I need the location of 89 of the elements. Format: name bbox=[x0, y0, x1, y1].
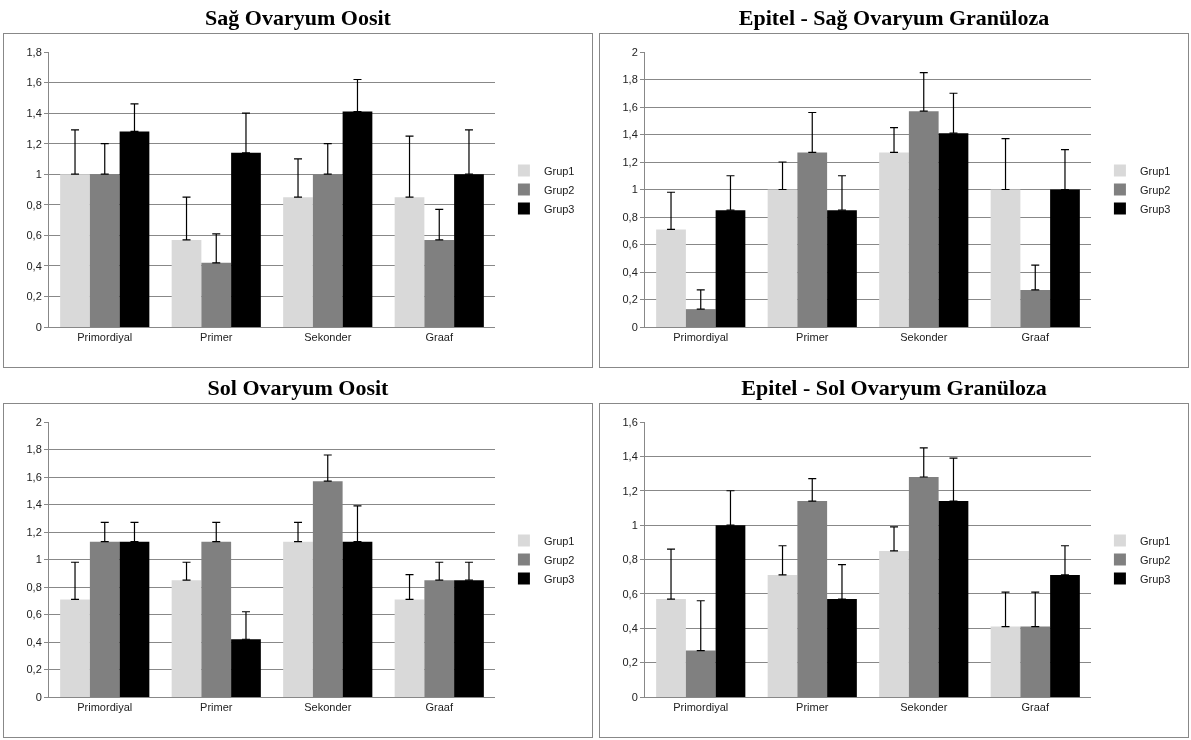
y-tick-label: 1,2 bbox=[622, 484, 638, 497]
y-tick-label: 0,4 bbox=[622, 622, 638, 635]
y-tick-label: 1,4 bbox=[622, 128, 638, 141]
y-tick-label: 1 bbox=[35, 553, 42, 566]
y-tick-label: 1,2 bbox=[26, 137, 42, 150]
x-tick-label: Sekonder bbox=[304, 331, 352, 344]
bar bbox=[767, 189, 798, 327]
y-tick-label: 1,2 bbox=[26, 525, 42, 538]
legend-label: Grup2 bbox=[543, 183, 575, 196]
y-tick-label: 1,6 bbox=[622, 415, 638, 428]
y-tick-label: 0,2 bbox=[622, 293, 638, 306]
y-tick-label: 0,8 bbox=[26, 198, 42, 211]
y-tick-label: 0,6 bbox=[622, 238, 638, 251]
bar bbox=[767, 574, 798, 697]
y-tick-label: 1,8 bbox=[26, 443, 42, 456]
x-tick-label: Sekonder bbox=[900, 331, 948, 344]
legend-label: Grup1 bbox=[1139, 534, 1171, 547]
x-tick-label: Graaf bbox=[1021, 331, 1050, 344]
bar bbox=[171, 580, 202, 697]
y-tick-label: 1 bbox=[35, 168, 42, 181]
y-tick-label: 0,8 bbox=[622, 553, 638, 566]
bar bbox=[656, 229, 686, 327]
x-tick-label: Primer bbox=[796, 701, 829, 714]
y-tick-label: 1,4 bbox=[622, 450, 638, 463]
y-tick-label: 2 bbox=[631, 45, 638, 58]
y-tick-label: 0 bbox=[631, 320, 638, 333]
y-tick-label: 0,8 bbox=[622, 210, 638, 223]
bar bbox=[60, 599, 90, 697]
y-tick-label: 0,8 bbox=[26, 580, 42, 593]
legend-label: Grup1 bbox=[543, 534, 575, 547]
x-tick-label: Primer bbox=[200, 331, 233, 344]
y-tick-label: 2 bbox=[35, 415, 42, 428]
bar bbox=[990, 189, 1021, 327]
y-tick-label: 0,4 bbox=[26, 635, 42, 648]
bar bbox=[394, 197, 425, 327]
x-tick-label: Primordiyal bbox=[77, 701, 133, 714]
chart-title: Sol Ovaryum Oosit bbox=[206, 374, 390, 402]
y-tick-label: 0 bbox=[35, 320, 42, 333]
bar bbox=[879, 550, 909, 697]
y-tick-label: 0,4 bbox=[26, 259, 42, 272]
y-tick-label: 1,8 bbox=[26, 45, 42, 58]
y-tick-label: 1 bbox=[631, 518, 638, 531]
y-tick-label: 1,4 bbox=[26, 106, 42, 119]
legend-label: Grup2 bbox=[1139, 553, 1171, 566]
chart-title: Epitel - Sağ Ovaryum Granüloza bbox=[737, 4, 1051, 32]
chart-title: Sağ Ovaryum Oosit bbox=[204, 4, 392, 32]
bar bbox=[171, 239, 202, 327]
legend-label: Grup2 bbox=[1139, 183, 1171, 196]
y-tick-label: 0,6 bbox=[622, 587, 638, 600]
legend-label: Grup1 bbox=[1139, 164, 1171, 177]
x-tick-label: Graaf bbox=[1021, 701, 1050, 714]
x-tick-label: Primordiyal bbox=[77, 331, 133, 344]
legend-label: Grup3 bbox=[1139, 572, 1171, 585]
bar bbox=[60, 174, 90, 327]
legend-label: Grup3 bbox=[543, 572, 575, 585]
y-tick-label: 0 bbox=[35, 690, 42, 703]
y-tick-label: 1,4 bbox=[26, 498, 42, 511]
x-tick-label: Sekonder bbox=[304, 701, 352, 714]
y-tick-label: 0,6 bbox=[26, 608, 42, 621]
y-tick-label: 1,6 bbox=[622, 100, 638, 113]
y-tick-label: 1 bbox=[631, 183, 638, 196]
legend-label: Grup2 bbox=[543, 553, 575, 566]
bar bbox=[283, 197, 313, 327]
y-tick-label: 0,2 bbox=[26, 290, 42, 303]
bar bbox=[879, 152, 909, 327]
y-tick-label: 0,2 bbox=[26, 663, 42, 676]
legend-label: Grup1 bbox=[543, 164, 575, 177]
y-tick-label: 1,6 bbox=[26, 76, 42, 89]
y-tick-label: 1,6 bbox=[26, 470, 42, 483]
bar bbox=[990, 626, 1021, 697]
y-tick-label: 1,2 bbox=[622, 155, 638, 168]
legend-label: Grup3 bbox=[543, 202, 575, 215]
y-tick-label: 0,6 bbox=[26, 229, 42, 242]
bar bbox=[394, 599, 425, 697]
bar bbox=[283, 541, 313, 697]
y-tick-label: 0,2 bbox=[622, 656, 638, 669]
x-tick-label: Primordiyal bbox=[673, 331, 729, 344]
x-tick-label: Primordiyal bbox=[673, 701, 729, 714]
x-tick-label: Graaf bbox=[425, 331, 454, 344]
x-tick-label: Sekonder bbox=[900, 701, 948, 714]
y-tick-label: 0,4 bbox=[622, 265, 638, 278]
chart-title: Epitel - Sol Ovaryum Granüloza bbox=[740, 374, 1048, 402]
y-tick-label: 0 bbox=[631, 690, 638, 703]
x-tick-label: Primer bbox=[200, 701, 233, 714]
bar bbox=[656, 599, 686, 697]
legend-label: Grup3 bbox=[1139, 202, 1171, 215]
x-tick-label: Graaf bbox=[425, 701, 454, 714]
x-tick-label: Primer bbox=[796, 331, 829, 344]
y-tick-label: 1,8 bbox=[622, 73, 638, 86]
